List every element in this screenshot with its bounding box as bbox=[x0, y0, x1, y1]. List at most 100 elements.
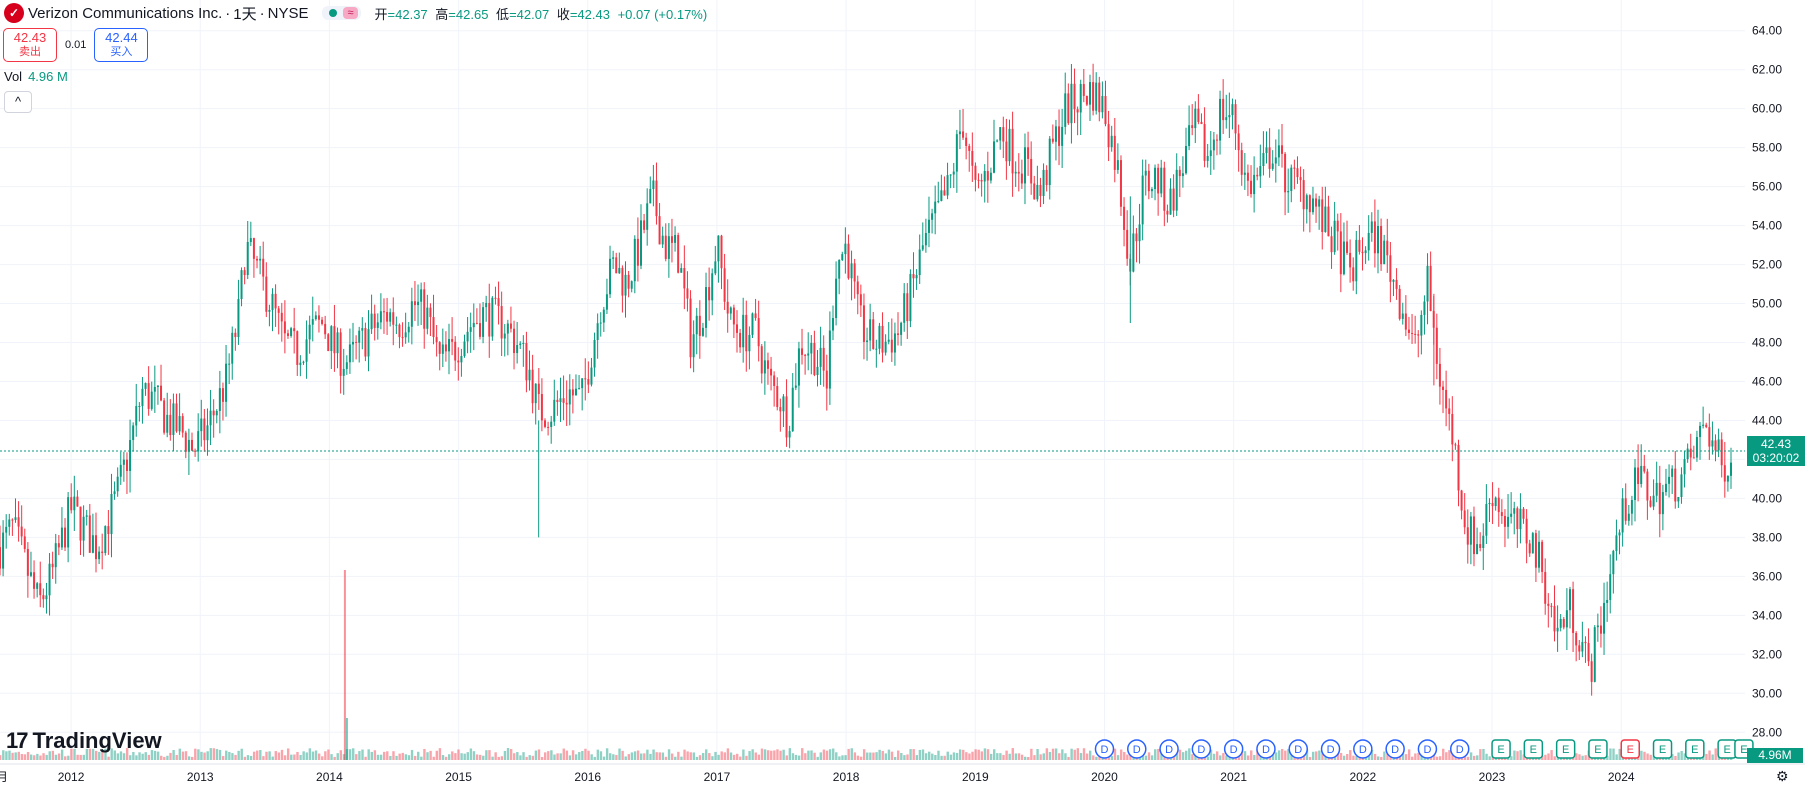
time-tick-label: 2019 bbox=[962, 770, 989, 784]
volume-bar bbox=[104, 748, 107, 760]
candle-body bbox=[1089, 82, 1092, 105]
candle-body bbox=[646, 203, 649, 230]
volume-bar bbox=[429, 750, 432, 760]
volume-bar bbox=[513, 753, 516, 760]
candle-body bbox=[1116, 160, 1119, 170]
volume-bar bbox=[296, 751, 299, 760]
candle-body bbox=[1414, 333, 1417, 335]
candle-body bbox=[1073, 83, 1076, 110]
volume-bar bbox=[79, 754, 82, 760]
candle-body bbox=[1194, 108, 1197, 129]
candle-body bbox=[531, 369, 534, 404]
volume-bar bbox=[773, 750, 776, 760]
candle-body bbox=[1361, 251, 1364, 254]
time-tick-label: 2016 bbox=[574, 770, 601, 784]
volume-bar bbox=[321, 756, 324, 760]
volume-bar bbox=[392, 751, 395, 760]
volume-bar bbox=[881, 750, 884, 760]
interval-label[interactable]: 1天 bbox=[233, 5, 257, 23]
volume-bar bbox=[404, 754, 408, 760]
volume-bar bbox=[1054, 748, 1058, 760]
volume-bar bbox=[1157, 748, 1160, 760]
candle-body bbox=[1730, 462, 1732, 476]
candle-body bbox=[559, 398, 562, 402]
candle-body bbox=[732, 307, 735, 325]
candle-body bbox=[540, 394, 543, 421]
candle-body bbox=[884, 341, 887, 353]
volume-bar bbox=[153, 750, 157, 760]
volume-bar bbox=[844, 755, 847, 760]
candle-body bbox=[101, 551, 104, 553]
price-tick-label: 40.00 bbox=[1752, 491, 1782, 505]
candle-body bbox=[1280, 145, 1283, 154]
volume-bar bbox=[348, 749, 352, 760]
candle-body bbox=[339, 332, 342, 376]
candle-body bbox=[934, 201, 937, 214]
volume-bar bbox=[547, 751, 550, 760]
volume-bar bbox=[135, 755, 138, 760]
candle-body bbox=[5, 526, 8, 533]
volume-bar bbox=[1240, 749, 1244, 760]
candle-body bbox=[1321, 199, 1324, 232]
settings-icon[interactable]: ⚙ bbox=[1776, 768, 1789, 784]
volume-bar bbox=[571, 750, 575, 760]
volume-bar bbox=[448, 754, 451, 760]
candle-body bbox=[1553, 606, 1556, 632]
tradingview-logo[interactable]: 17 TradingView bbox=[6, 728, 162, 754]
volume-bar bbox=[810, 750, 813, 760]
candle-body bbox=[1036, 184, 1039, 200]
dividend-marker bbox=[1449, 739, 1470, 759]
candle-body bbox=[305, 339, 308, 362]
candle-body bbox=[652, 180, 655, 190]
current-price-value: 42.43 bbox=[1760, 437, 1792, 452]
volume-bar bbox=[1067, 756, 1070, 760]
event-label: E bbox=[1691, 744, 1698, 756]
candle-body bbox=[1590, 661, 1593, 682]
sell-button[interactable]: 42.43 卖出 bbox=[3, 28, 57, 62]
dividend-marker bbox=[1159, 739, 1179, 759]
volume-bar bbox=[1346, 754, 1349, 760]
candle-body bbox=[1240, 150, 1243, 175]
volume-bar bbox=[302, 751, 305, 760]
candle-body bbox=[1058, 126, 1061, 146]
candle-body bbox=[1265, 147, 1268, 154]
volume-bar bbox=[940, 755, 943, 760]
candle-body bbox=[1113, 135, 1116, 170]
status-pill[interactable]: ≈ bbox=[322, 6, 361, 20]
volume-bar bbox=[1442, 748, 1445, 760]
volume-bar bbox=[856, 755, 860, 760]
volume-bar bbox=[175, 754, 178, 760]
volume-bar bbox=[101, 750, 104, 760]
candle-body bbox=[1664, 483, 1667, 493]
candle-body bbox=[70, 497, 73, 511]
candle-body bbox=[550, 421, 553, 428]
candle-body bbox=[1333, 220, 1336, 253]
volume-bar bbox=[11, 752, 14, 760]
candle-body bbox=[893, 333, 896, 353]
volume-bar bbox=[187, 756, 191, 760]
volume-bar bbox=[333, 756, 336, 760]
candle-body bbox=[1330, 236, 1333, 253]
symbol-title[interactable]: Verizon Communications Inc. bbox=[28, 4, 223, 22]
collapse-icon[interactable]: ^ bbox=[4, 91, 32, 113]
candle-body bbox=[658, 216, 661, 245]
volume-bar bbox=[556, 753, 559, 760]
event-label: D bbox=[1327, 744, 1335, 756]
candle-body bbox=[370, 313, 373, 330]
volume-bar bbox=[355, 754, 358, 760]
candle-body bbox=[1237, 133, 1240, 151]
time-tick-label: 2022 bbox=[1349, 770, 1376, 784]
candle-body bbox=[1132, 233, 1135, 272]
buy-button[interactable]: 42.44 买入 bbox=[94, 28, 149, 62]
volume-bar bbox=[643, 753, 646, 760]
candle-body bbox=[444, 344, 447, 352]
volume-bar bbox=[160, 755, 163, 760]
candle-body bbox=[293, 328, 296, 332]
candle-body bbox=[729, 307, 732, 314]
candle-body bbox=[488, 303, 491, 337]
candle-body bbox=[79, 506, 82, 541]
candle-body bbox=[1243, 172, 1246, 175]
volume-bar bbox=[67, 755, 70, 760]
candle-body bbox=[649, 189, 652, 204]
